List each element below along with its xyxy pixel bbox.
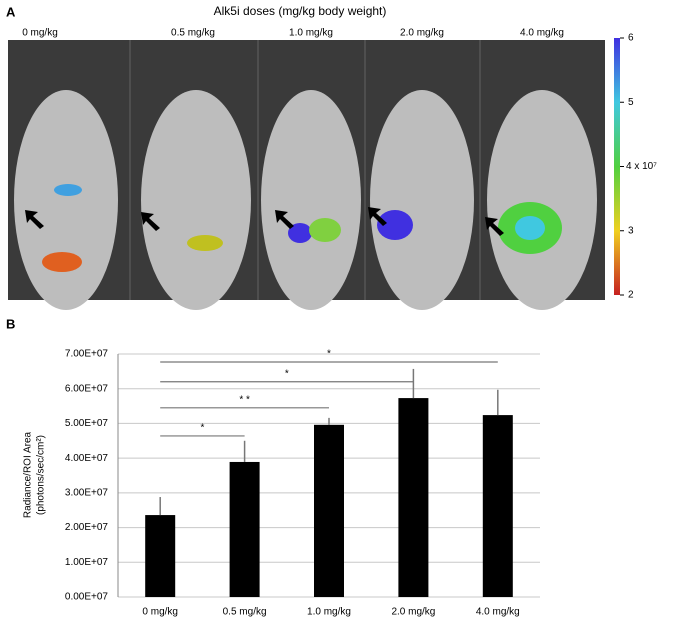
x-tick-label: 0 mg/kg	[142, 607, 178, 618]
image-strip	[8, 40, 605, 310]
y-axis-label: (photons/sec/cm²)	[36, 435, 47, 515]
colorbar	[614, 38, 620, 295]
y-axis-label: Radiance/ROI Area	[23, 431, 34, 518]
arrows	[25, 207, 504, 236]
colorbar-label: 3	[628, 225, 634, 236]
x-tick-label: 1.0 mg/kg	[307, 607, 351, 618]
colorbar-label: 2	[628, 290, 634, 301]
x-tick-label: 4.0 mg/kg	[476, 607, 520, 618]
mice	[14, 90, 597, 310]
image-label: 0 mg/kg	[22, 28, 58, 39]
y-tick-label: 4.00E+07	[65, 453, 109, 464]
colorbar-label: 4 x 10⁷	[626, 161, 657, 172]
colorbar-label: 6	[628, 33, 634, 44]
y-tick-label: 1.00E+07	[65, 557, 109, 568]
panel-title: Alk5i doses (mg/kg body weight)	[214, 4, 387, 18]
y-tick-label: 5.00E+07	[65, 418, 109, 429]
significance-label: *	[200, 423, 204, 434]
panel-label: B	[6, 316, 15, 331]
bar	[482, 415, 513, 597]
image-dividers	[129, 40, 481, 300]
image-label: 2.0 mg/kg	[400, 28, 444, 39]
colorbar-label: 5	[628, 97, 634, 108]
y-tick-label: 3.00E+07	[65, 487, 109, 498]
image-label: 4.0 mg/kg	[520, 28, 564, 39]
bar	[398, 398, 429, 597]
x-tick-label: 2.0 mg/kg	[391, 607, 435, 618]
bar	[145, 515, 176, 597]
image-label: 0.5 mg/kg	[171, 28, 215, 39]
y-tick-label: 6.00E+07	[65, 383, 109, 394]
image-label: 1.0 mg/kg	[289, 28, 333, 39]
y-tick-label: 7.00E+07	[65, 349, 109, 360]
bar	[314, 424, 344, 597]
significance-label: *	[285, 368, 289, 379]
panel-label: A	[6, 4, 16, 19]
y-tick-label: 0.00E+07	[65, 592, 109, 603]
x-tick-label: 0.5 mg/kg	[223, 607, 267, 618]
significance-label: *	[327, 349, 331, 360]
significance-label: * *	[239, 394, 250, 405]
bar	[229, 461, 260, 597]
signal	[42, 184, 562, 272]
y-tick-label: 2.00E+07	[65, 522, 109, 533]
